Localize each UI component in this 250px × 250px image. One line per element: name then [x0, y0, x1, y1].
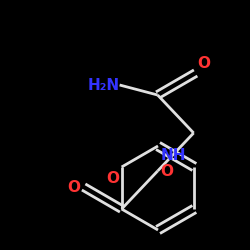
Text: O: O — [68, 180, 81, 194]
Text: H₂N: H₂N — [88, 78, 120, 92]
Text: O: O — [161, 164, 174, 178]
Text: O: O — [198, 56, 211, 71]
Text: NH: NH — [161, 148, 186, 163]
Text: O: O — [107, 171, 120, 186]
